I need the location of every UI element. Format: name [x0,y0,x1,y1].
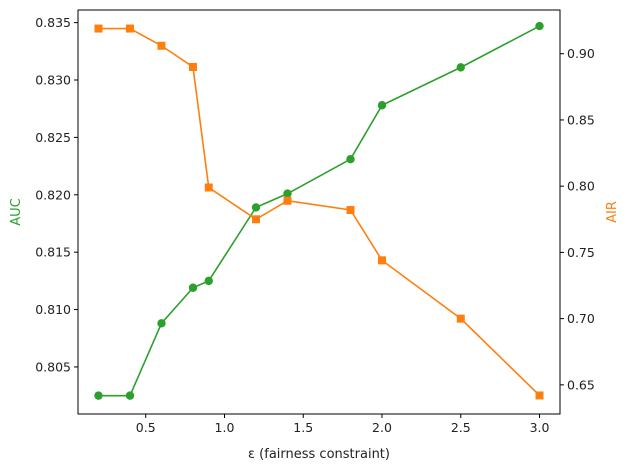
left-y-tick-label: 0.830 [35,73,71,88]
right-y-tick-label: 0.75 [567,245,595,260]
air-data-point [283,196,292,205]
air-data-point [456,314,465,323]
air-data-point [251,215,260,224]
auc-data-point [283,189,292,198]
auc-data-point [188,283,198,292]
x-axis-title: ε (fairness constraint) [248,447,390,462]
right-axis-title: AIR [605,201,620,223]
x-tick-label: 3.0 [530,420,550,435]
air-data-point [378,256,387,265]
x-tick-label: 1.5 [293,420,313,435]
left-y-tick-label: 0.815 [35,245,71,260]
air-series-line [98,27,541,397]
air-data-point [125,24,134,33]
series-layer [94,21,544,400]
right-y-tick-label: 0.65 [567,377,595,392]
auc-series-line [98,25,540,397]
plot-area-frame [77,9,561,415]
air-data-point [94,24,103,33]
right-y-tick-label: 0.90 [567,46,595,61]
left-y-tick-label: 0.825 [35,130,71,145]
auc-data-point [251,203,261,212]
x-tick-label: 2.5 [451,420,471,435]
left-y-tick-label: 0.810 [35,302,71,317]
right-y-tick-label: 0.80 [567,179,595,194]
auc-data-point [535,21,544,31]
auc-data-point [377,101,387,110]
left-axis-ticks: 0.805 0.810 0.815 0.820 0.825 0.830 0.835 [35,15,78,374]
auc-data-point [346,155,355,164]
left-y-tick-label: 0.835 [35,15,71,30]
auc-data-point [125,391,135,400]
air-data-point [204,183,213,192]
auc-data-point [157,319,166,328]
x-tick-label: 1.0 [215,420,235,435]
right-y-tick-label: 0.85 [567,112,595,127]
right-axis-ticks: 0.65 0.70 0.75 0.80 0.85 0.90 [560,46,595,392]
air-data-point [157,41,166,50]
right-y-tick-label: 0.70 [567,311,595,326]
auc-data-point [94,391,103,400]
air-data-point [535,391,544,400]
left-y-tick-label: 0.805 [35,359,71,374]
auc-data-point [456,63,465,72]
left-axis-title: AUC [9,198,24,226]
air-data-point [346,206,355,215]
auc-data-point [204,276,213,286]
air-data-point [188,62,197,71]
x-tick-label: 0.5 [136,420,156,435]
x-tick-label: 2.0 [372,420,392,435]
x-axis-ticks: 0.5 1.0 1.5 2.0 2.5 3.0 [136,414,550,435]
left-y-tick-label: 0.820 [35,187,71,202]
